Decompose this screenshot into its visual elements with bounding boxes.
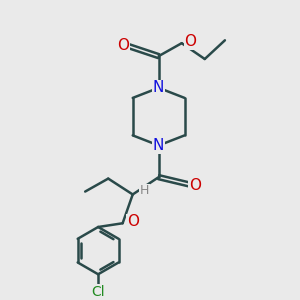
Text: O: O [127,214,139,229]
Text: N: N [153,138,164,153]
Text: H: H [140,184,149,197]
Text: O: O [189,178,201,193]
Text: O: O [117,38,129,53]
Text: N: N [153,80,164,95]
Text: Cl: Cl [91,285,105,299]
Text: O: O [184,34,196,49]
